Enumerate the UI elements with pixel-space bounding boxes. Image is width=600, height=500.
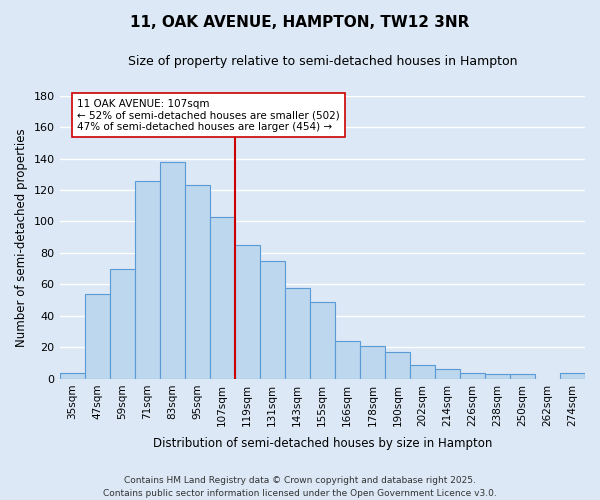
- Text: Contains HM Land Registry data © Crown copyright and database right 2025.
Contai: Contains HM Land Registry data © Crown c…: [103, 476, 497, 498]
- Y-axis label: Number of semi-detached properties: Number of semi-detached properties: [15, 128, 28, 346]
- Bar: [134, 180, 160, 379]
- Text: 11, OAK AVENUE, HAMPTON, TW12 3NR: 11, OAK AVENUE, HAMPTON, TW12 3NR: [130, 15, 470, 30]
- Bar: [85, 294, 110, 379]
- Bar: [410, 364, 435, 379]
- Bar: [360, 346, 385, 379]
- Bar: [110, 268, 134, 379]
- Bar: [385, 352, 410, 379]
- Bar: [209, 217, 235, 379]
- Bar: [185, 186, 209, 379]
- Bar: [435, 370, 460, 379]
- Bar: [510, 374, 535, 379]
- Title: Size of property relative to semi-detached houses in Hampton: Size of property relative to semi-detach…: [128, 55, 517, 68]
- Bar: [285, 288, 310, 379]
- Text: 11 OAK AVENUE: 107sqm
← 52% of semi-detached houses are smaller (502)
47% of sem: 11 OAK AVENUE: 107sqm ← 52% of semi-deta…: [77, 98, 340, 132]
- Bar: [160, 162, 185, 379]
- X-axis label: Distribution of semi-detached houses by size in Hampton: Distribution of semi-detached houses by …: [152, 437, 492, 450]
- Bar: [335, 341, 360, 379]
- Bar: [560, 372, 585, 379]
- Bar: [460, 372, 485, 379]
- Bar: [260, 261, 285, 379]
- Bar: [235, 245, 260, 379]
- Bar: [59, 372, 85, 379]
- Bar: [310, 302, 335, 379]
- Bar: [485, 374, 510, 379]
